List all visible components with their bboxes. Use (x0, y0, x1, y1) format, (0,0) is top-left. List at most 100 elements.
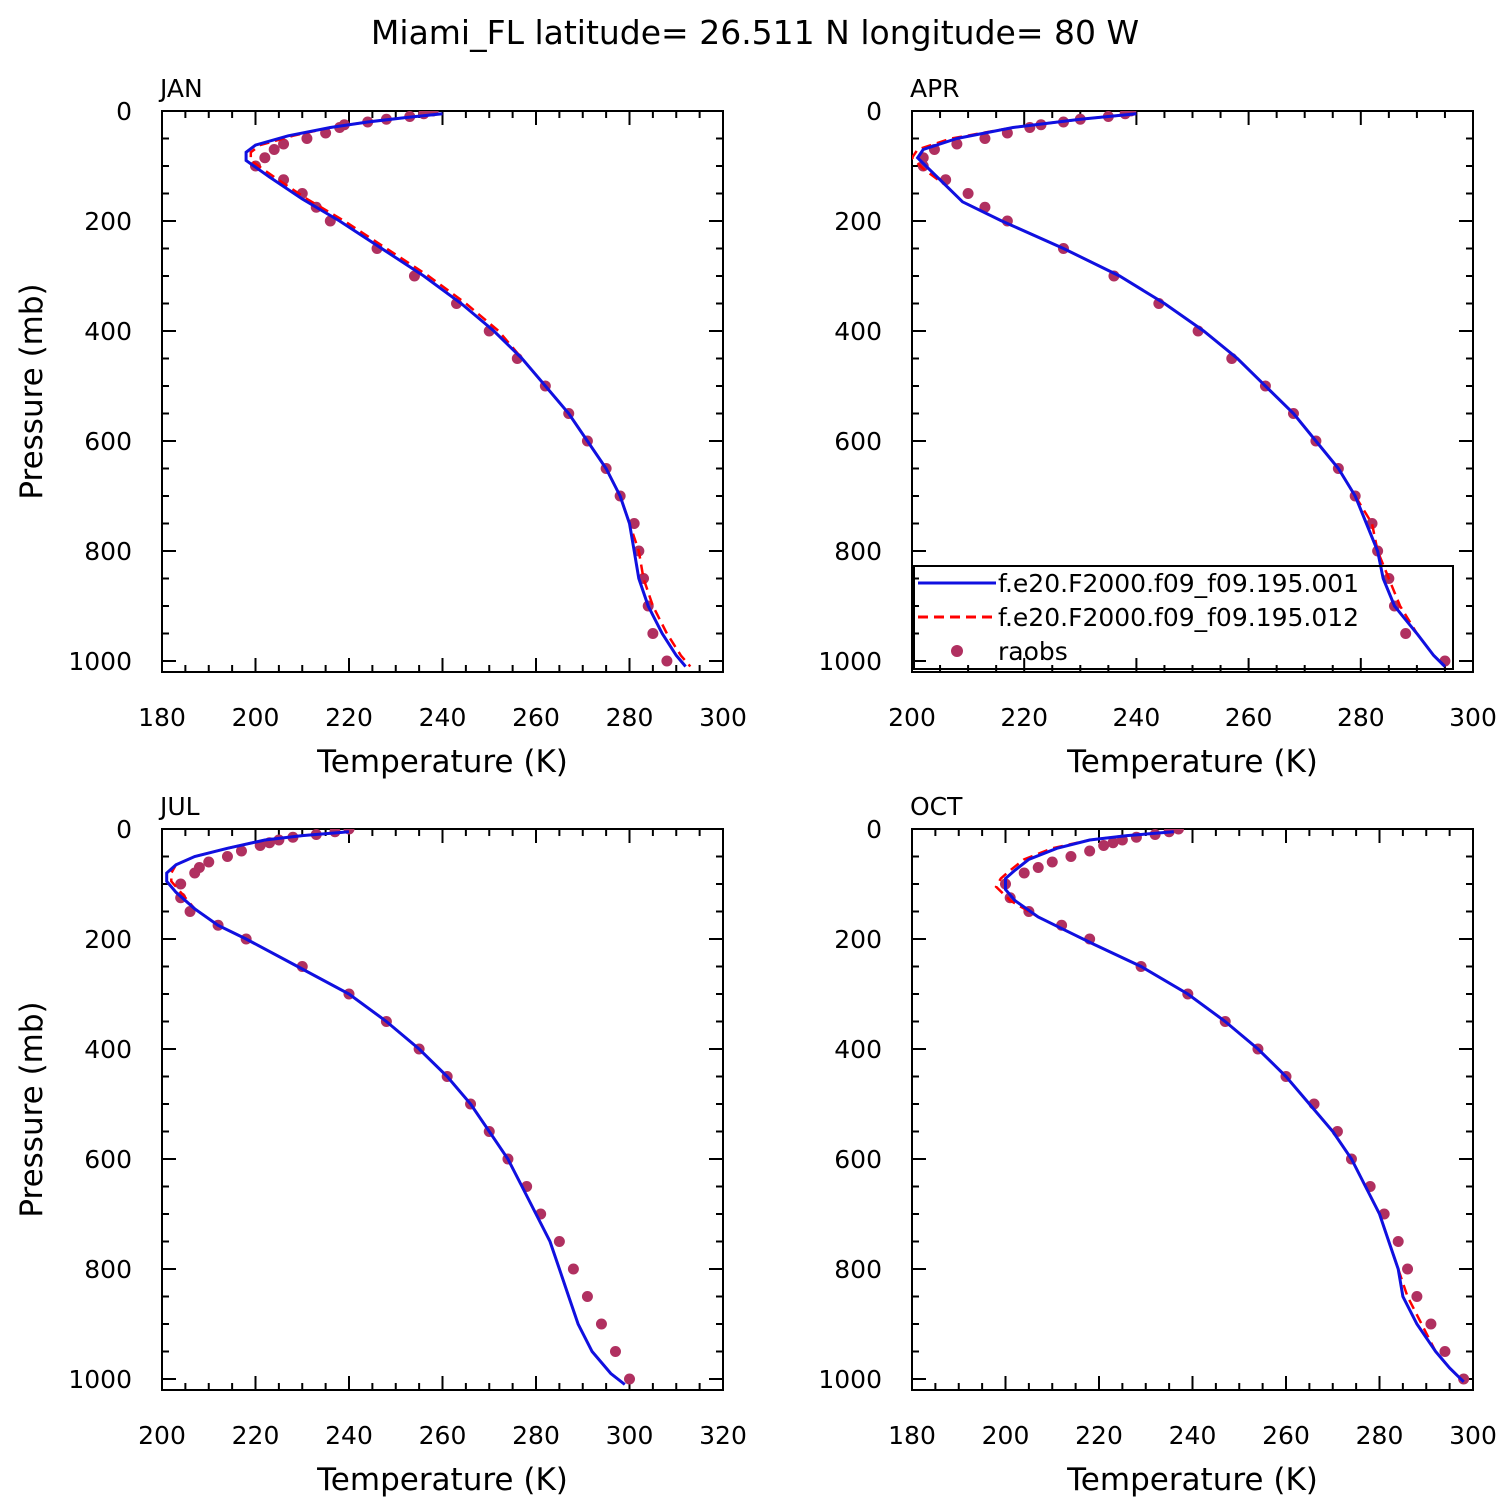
panel-label-jul: JUL (158, 792, 200, 821)
x-tick-label: 200 (888, 703, 936, 732)
y-tick-label: 600 (84, 1145, 132, 1174)
x-tick-label: 300 (699, 703, 747, 732)
raobs-point (951, 138, 963, 150)
series-line-solid (244, 112, 687, 668)
y-tick-label: 0 (866, 815, 882, 844)
series-line-solid (165, 830, 626, 1386)
x-tick-label: 180 (888, 1421, 936, 1450)
y-axis-label: Pressure (mb) (14, 1001, 50, 1217)
plot-frame (161, 828, 724, 1391)
x-tick-label: 300 (606, 1421, 654, 1450)
plot-frame (911, 110, 1474, 673)
raobs-point (1032, 862, 1044, 873)
y-tick-label: 600 (84, 427, 132, 456)
legend-box (913, 565, 1454, 670)
x-tick-label: 280 (1337, 703, 1385, 732)
y-tick-label: 0 (866, 97, 882, 126)
y-tick-label: 200 (834, 207, 882, 236)
x-tick-label: 260 (1225, 703, 1273, 732)
y-tick-label: 1000 (68, 1365, 132, 1394)
y-axis-label: Pressure (mb) (14, 283, 50, 499)
panels-container: JAN 180 200 220 240 260 280 300 0 200 400 600 800 100… (14, 74, 1497, 1498)
x-tick-label: 240 (1113, 703, 1161, 732)
legend-entry-label: f.e20.F2000.f09_f09.195.012 (998, 603, 1359, 632)
raobs-point (301, 133, 313, 144)
y-tick-label: 600 (834, 1145, 882, 1174)
raobs-point (624, 1373, 635, 1385)
x-tick-label: 280 (1356, 1421, 1404, 1450)
legend-entry-label: raobs (998, 637, 1068, 666)
raobs-point (609, 1346, 621, 1357)
raobs-point (1098, 840, 1110, 851)
legend: f.e20.F2000.f09_f09.195.001 f.e20.F2000.f… (913, 565, 1454, 670)
x-axis-label: Temperature (K) (316, 1462, 568, 1498)
x-tick-label: 200 (138, 1421, 186, 1450)
raobs-point (1084, 845, 1096, 857)
raobs-point (581, 1291, 593, 1302)
x-tick-label: 300 (1449, 1421, 1497, 1450)
raobs-point (1172, 829, 1184, 835)
raobs-point (1411, 1291, 1423, 1302)
x-tick-label: 320 (699, 1421, 747, 1450)
x-tick-label: 220 (1000, 703, 1048, 732)
raobs-point (1458, 1373, 1470, 1385)
panel-jul: JUL 200 220 240 260 280 300 320 0 200 400 600 800 100… (14, 792, 747, 1498)
series-line-solid (915, 112, 1446, 668)
raobs-point (979, 133, 991, 144)
panel-label-jan: JAN (158, 74, 203, 103)
data-layer (244, 111, 692, 668)
raobs-point (235, 845, 247, 857)
x-tick-label: 220 (1075, 1421, 1123, 1450)
x-tick-label: 240 (1169, 1421, 1217, 1450)
data-layer (994, 829, 1470, 1385)
raobs-point (203, 856, 215, 868)
raobs-point (553, 1236, 565, 1247)
data-layer (165, 829, 635, 1386)
panel-apr: APR 200 220 240 260 280 300 0 200 400 600 800 1000 Te… (818, 74, 1496, 780)
x-tick-label: 260 (1262, 1421, 1310, 1450)
x-tick-label: 200 (982, 1421, 1030, 1450)
y-tick-label: 400 (84, 317, 132, 346)
y-tick-label: 400 (84, 1035, 132, 1064)
y-tick-label: 400 (834, 1035, 882, 1064)
raobs-point (567, 1263, 579, 1275)
y-tick-label: 1000 (68, 647, 132, 676)
raobs-point (175, 878, 187, 890)
x-tick-label: 260 (419, 1421, 467, 1450)
x-tick-label: 300 (1449, 703, 1497, 732)
x-tick-label: 280 (606, 703, 654, 732)
x-axis-label: Temperature (K) (316, 744, 568, 780)
x-tick-label: 280 (512, 1421, 560, 1450)
raobs-point (278, 138, 290, 150)
x-tick-label: 220 (325, 703, 373, 732)
panel-label-oct: OCT (910, 792, 963, 821)
raobs-point (962, 188, 974, 199)
raobs-point (1366, 518, 1378, 529)
series-line-solid (1004, 830, 1465, 1383)
series-line-dashed (994, 830, 1465, 1383)
raobs-point (1065, 851, 1077, 862)
raobs-point (1402, 1263, 1414, 1275)
raobs-point (1018, 867, 1030, 879)
raobs-point (595, 1318, 607, 1330)
figure-title: Miami_FL latitude= 26.511 N longitude= 8… (371, 13, 1139, 52)
raobs-point (259, 152, 271, 164)
raobs-point (418, 111, 430, 120)
data-layer (912, 111, 1451, 668)
x-axis-label: Temperature (K) (1066, 1462, 1318, 1498)
raobs-point (917, 160, 929, 172)
y-tick-label: 800 (84, 537, 132, 566)
x-axis-label: Temperature (K) (1066, 744, 1318, 780)
y-tick-label: 800 (834, 1255, 882, 1284)
series-line-dashed (912, 112, 1446, 668)
y-tick-label: 1000 (818, 1365, 882, 1394)
y-tick-label: 400 (834, 317, 882, 346)
y-tick-label: 0 (116, 815, 132, 844)
legend-entry-label: f.e20.F2000.f09_f09.195.001 (998, 569, 1359, 598)
x-tick-label: 200 (232, 703, 280, 732)
raobs-point (1107, 837, 1119, 849)
y-tick-label: 200 (834, 925, 882, 954)
y-tick-label: 800 (84, 1255, 132, 1284)
x-tick-label: 240 (325, 1421, 373, 1450)
